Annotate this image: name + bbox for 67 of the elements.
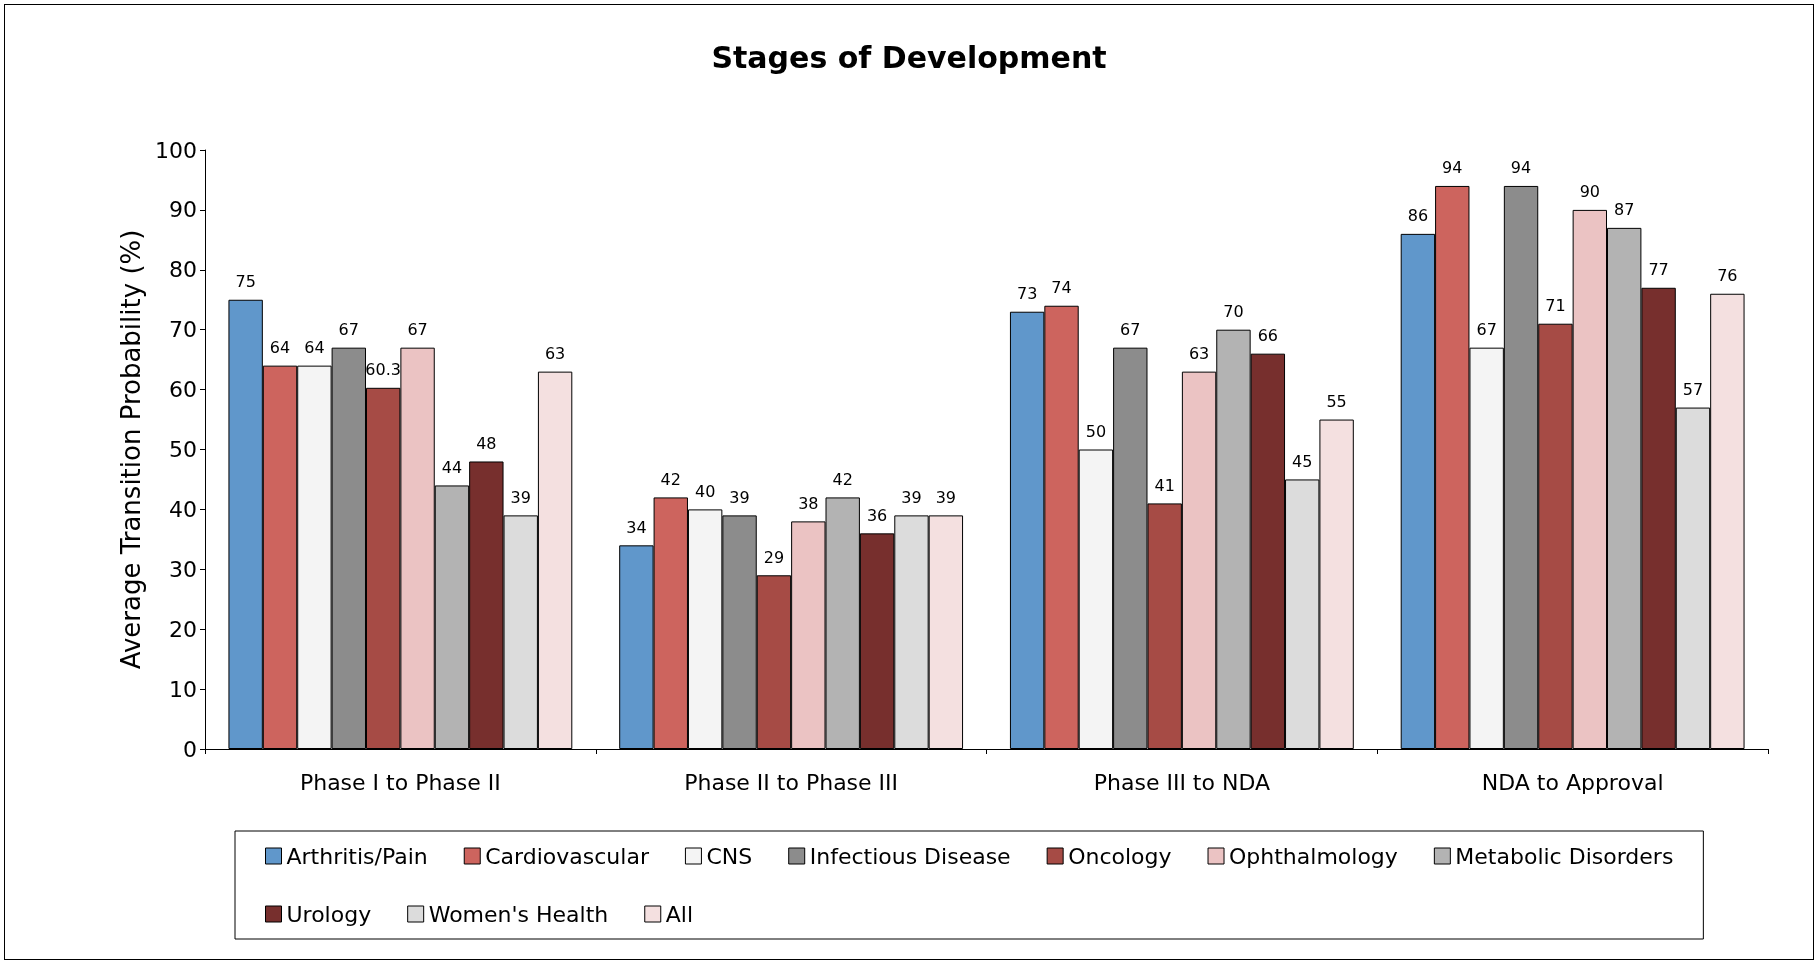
data-label: 77 <box>1648 260 1669 280</box>
y-tick-label: 100 <box>155 137 197 163</box>
data-label: 48 <box>476 433 497 453</box>
data-label: 39 <box>901 487 922 507</box>
y-tick-label: 90 <box>169 197 197 223</box>
data-label: 67 <box>338 320 359 340</box>
legend-label: Infectious Disease <box>809 843 1011 869</box>
data-label: 39 <box>935 487 957 507</box>
data-label: 67 <box>1476 320 1497 340</box>
data-label: 63 <box>544 344 566 364</box>
data-label: 40 <box>694 481 716 501</box>
data-label: 87 <box>1614 200 1635 220</box>
chart-title: Stages of Development <box>711 39 1107 75</box>
x-tick-label: Phase III to NDA <box>1093 769 1271 795</box>
y-tick-label: 30 <box>169 556 197 582</box>
data-label: 64 <box>304 338 325 358</box>
data-label: 67 <box>407 320 428 340</box>
legend-label: Arthritis/Pain <box>286 843 428 869</box>
y-tick-label: 50 <box>169 437 197 462</box>
data-label: 42 <box>832 469 853 489</box>
legend-label: Metabolic Disorders <box>1455 843 1674 869</box>
x-tick-label: Phase II to Phase III <box>684 769 899 795</box>
data-label: 70 <box>1223 302 1244 322</box>
y-tick-label: 80 <box>169 257 197 283</box>
data-label: 39 <box>510 487 531 507</box>
data-label: 36 <box>866 505 888 525</box>
legend-label: CNS <box>706 843 753 869</box>
y-tick-label: 40 <box>169 496 197 522</box>
y-tick-label: 10 <box>169 676 197 702</box>
data-label: 60.3 <box>365 360 401 380</box>
data-label: 74 <box>1051 278 1072 298</box>
data-label: 42 <box>660 469 681 489</box>
data-label: 55 <box>1326 392 1347 412</box>
data-label: 76 <box>1717 266 1738 286</box>
data-label: 63 <box>1188 344 1210 364</box>
data-label: 57 <box>1682 380 1704 400</box>
data-label: 86 <box>1407 206 1429 226</box>
data-label: 64 <box>269 338 291 358</box>
x-tick-label: Phase I to Phase II <box>299 769 501 795</box>
data-label: 38 <box>798 493 819 513</box>
data-label: 39 <box>729 487 750 507</box>
data-label: 66 <box>1257 326 1279 346</box>
data-label: 41 <box>1154 475 1175 495</box>
y-tick-label: 20 <box>169 616 197 642</box>
data-label: 29 <box>763 547 785 567</box>
data-label: 94 <box>1510 158 1532 178</box>
data-label: 50 <box>1085 422 1107 441</box>
legend-label: Cardiovascular <box>485 843 650 869</box>
data-label: 45 <box>1292 451 1313 471</box>
legend-label: Urology <box>286 901 372 927</box>
data-label: 44 <box>441 457 463 477</box>
y-tick-label: 0 <box>183 736 197 762</box>
legend-label: Ophthalmology <box>1229 843 1398 869</box>
data-label: 75 <box>235 272 256 292</box>
data-label: 34 <box>626 517 647 537</box>
y-tick-label: 70 <box>169 317 197 343</box>
legend-label: Oncology <box>1068 843 1172 869</box>
y-axis-title: Average Transition Probability (%) <box>116 229 147 670</box>
data-label: 71 <box>1545 296 1566 316</box>
legend-label: Women's Health <box>428 901 609 927</box>
data-label: 73 <box>1016 284 1038 304</box>
data-label: 94 <box>1442 158 1463 178</box>
x-tick-label: NDA to Approval <box>1481 769 1664 795</box>
legend-label: All <box>665 901 694 927</box>
y-tick-label: 60 <box>169 377 197 403</box>
data-label: 67 <box>1120 320 1141 340</box>
data-label: 90 <box>1579 182 1600 202</box>
